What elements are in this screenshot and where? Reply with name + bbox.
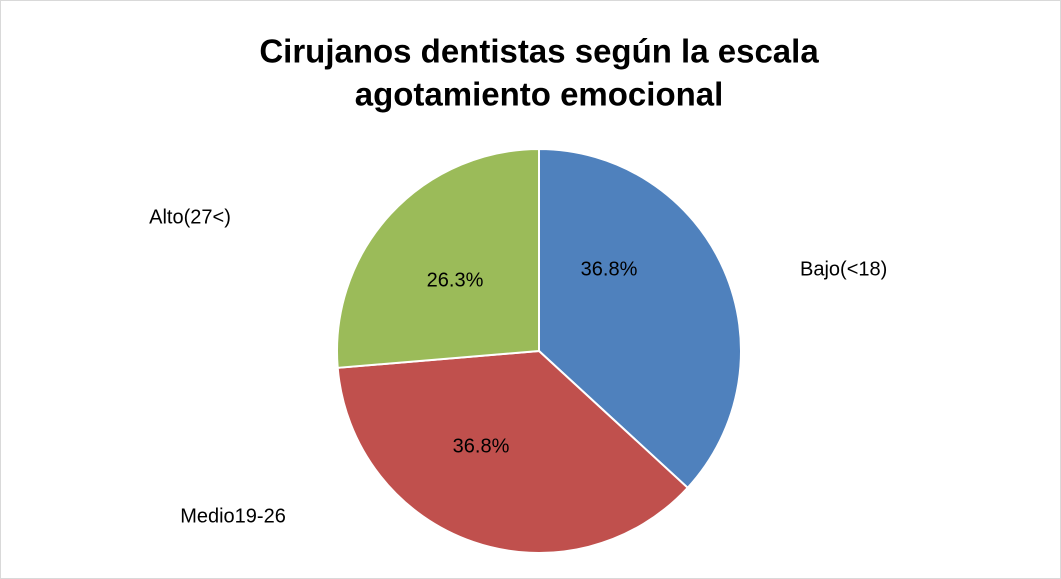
- category-label: Bajo(<18): [800, 258, 887, 280]
- data-label: 36.8%: [581, 258, 638, 280]
- category-label: Medio19-26: [180, 505, 286, 527]
- data-label: 26.3%: [427, 269, 484, 291]
- pie-slice: [336, 349, 690, 554]
- chart-title: agotamiento emocional: [355, 76, 724, 113]
- category-label: Alto(27<): [149, 206, 231, 228]
- chart-title: Cirujanos dentistas según la escala: [259, 33, 819, 70]
- pie-slice: [538, 147, 742, 490]
- data-label: 36.8%: [453, 435, 510, 457]
- pie-slice: [336, 147, 540, 369]
